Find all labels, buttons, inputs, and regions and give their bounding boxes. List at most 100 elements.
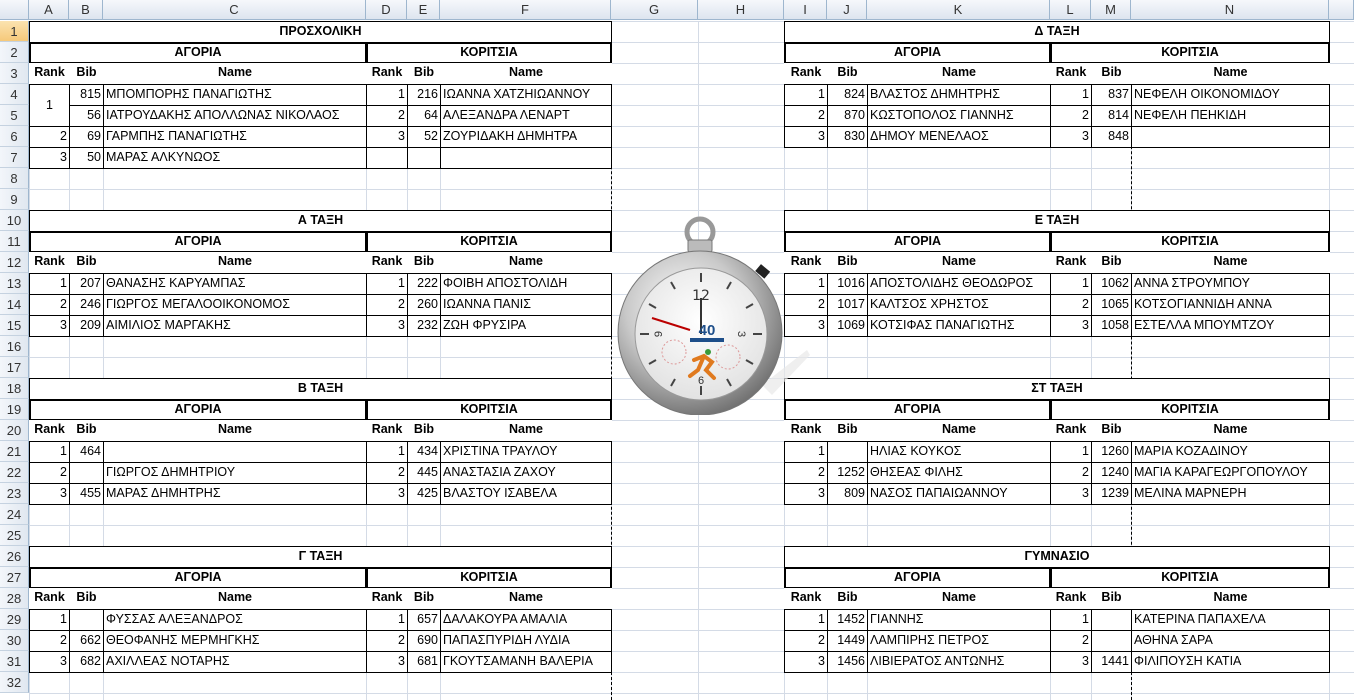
girls-bib[interactable]: 1062 bbox=[1091, 273, 1132, 295]
column-label-rank[interactable]: Rank bbox=[1050, 420, 1092, 442]
row-header-3[interactable]: 3 bbox=[0, 63, 29, 84]
column-label-bib[interactable]: Bib bbox=[69, 588, 104, 610]
girls-rank[interactable]: 2 bbox=[1050, 630, 1092, 652]
boys-name[interactable]: ΓΙΩΡΓΟΣ ΔΗΜΗΤΡΙΟΥ bbox=[103, 462, 367, 484]
boys-rank[interactable]: 3 bbox=[784, 483, 828, 505]
girls-rank[interactable]: 1 bbox=[366, 84, 408, 106]
column-label-rank[interactable]: Rank bbox=[29, 252, 70, 274]
girls-name[interactable]: ΑΛΕΞΑΝΔΡΑ ΛΕΝΑΡΤ bbox=[440, 105, 612, 127]
column-label-name[interactable]: Name bbox=[867, 63, 1051, 85]
boys-name[interactable]: ΑΙΜΙΛΙΟΣ ΜΑΡΓΑΚΗΣ bbox=[103, 315, 367, 337]
girls-name[interactable]: ΧΡΙΣΤΙΝΑ ΤΡΑΥΛΟΥ bbox=[440, 441, 612, 463]
girls-bib[interactable] bbox=[1091, 630, 1132, 652]
table-title[interactable]: ΓΥΜΝΑΣΙΟ bbox=[784, 546, 1330, 568]
boys-rank[interactable]: 3 bbox=[784, 651, 828, 673]
column-label-bib[interactable]: Bib bbox=[407, 420, 441, 442]
boys-bib[interactable]: 1017 bbox=[827, 294, 868, 316]
boys-name[interactable]: ΛΑΜΠΙΡΗΣ ΠΕΤΡΟΣ bbox=[867, 630, 1051, 652]
girls-bib[interactable]: 1058 bbox=[1091, 315, 1132, 337]
boys-header[interactable]: ΑΓΟΡΙΑ bbox=[784, 567, 1051, 589]
row-header-12[interactable]: 12 bbox=[0, 252, 29, 273]
row-header-25[interactable]: 25 bbox=[0, 525, 29, 546]
column-label-name[interactable]: Name bbox=[440, 588, 612, 610]
row-header-20[interactable]: 20 bbox=[0, 420, 29, 441]
girls-bib[interactable]: 232 bbox=[407, 315, 441, 337]
boys-rank[interactable]: 3 bbox=[784, 126, 828, 148]
column-label-bib[interactable]: Bib bbox=[1091, 588, 1132, 610]
row-header-8[interactable]: 8 bbox=[0, 168, 29, 189]
girls-bib[interactable]: 425 bbox=[407, 483, 441, 505]
girls-header[interactable]: ΚΟΡΙΤΣΙΑ bbox=[1050, 567, 1330, 589]
table-title[interactable]: Γ ΤΑΞΗ bbox=[29, 546, 612, 568]
girls-name[interactable]: ΜΑΡΙΑ ΚΟΖΑΔΙΝΟΥ bbox=[1131, 441, 1330, 463]
girls-name[interactable]: ΦΟΙΒΗ ΑΠΟΣΤΟΛΙΔΗ bbox=[440, 273, 612, 295]
boys-name[interactable] bbox=[103, 441, 367, 463]
select-all-button[interactable] bbox=[0, 0, 29, 20]
boys-header[interactable]: ΑΓΟΡΙΑ bbox=[29, 231, 367, 253]
boys-rank[interactable]: 2 bbox=[29, 630, 70, 652]
girls-header[interactable]: ΚΟΡΙΤΣΙΑ bbox=[1050, 231, 1330, 253]
girls-bib[interactable]: 1239 bbox=[1091, 483, 1132, 505]
column-label-bib[interactable]: Bib bbox=[827, 252, 868, 274]
boys-rank[interactable]: 2 bbox=[784, 105, 828, 127]
column-label-rank[interactable]: Rank bbox=[784, 420, 828, 442]
column-label-bib[interactable]: Bib bbox=[69, 252, 104, 274]
boys-bib[interactable]: 464 bbox=[69, 441, 104, 463]
girls-name[interactable]: ΜΕΛΙΝΑ ΜΑΡΝΕΡΗ bbox=[1131, 483, 1330, 505]
boys-rank[interactable]: 3 bbox=[784, 315, 828, 337]
girls-header[interactable]: ΚΟΡΙΤΣΙΑ bbox=[366, 399, 612, 421]
girls-name[interactable]: ΦΙΛΙΠΟΥΣΗ ΚΑΤΙΑ bbox=[1131, 651, 1330, 673]
girls-bib[interactable]: 216 bbox=[407, 84, 441, 106]
column-label-bib[interactable]: Bib bbox=[1091, 420, 1132, 442]
boys-bib[interactable] bbox=[69, 462, 104, 484]
boys-name[interactable]: ΔΗΜΟΥ ΜΕΝΕΛΑΟΣ bbox=[867, 126, 1051, 148]
girls-bib[interactable]: 814 bbox=[1091, 105, 1132, 127]
column-label-bib[interactable]: Bib bbox=[407, 63, 441, 85]
girls-name[interactable]: ΖΩΗ ΦΡΥΣΙΡΑ bbox=[440, 315, 612, 337]
column-label-bib[interactable]: Bib bbox=[827, 63, 868, 85]
girls-rank[interactable]: 1 bbox=[1050, 441, 1092, 463]
column-label-name[interactable]: Name bbox=[103, 63, 367, 85]
boys-rank[interactable]: 1 bbox=[29, 273, 70, 295]
girls-name[interactable]: ΚΑΤΕΡΙΝΑ ΠΑΠΑΧΕΛΑ bbox=[1131, 609, 1330, 631]
column-label-rank[interactable]: Rank bbox=[29, 63, 70, 85]
girls-rank[interactable]: 1 bbox=[366, 609, 408, 631]
boys-bib[interactable]: 1016 bbox=[827, 273, 868, 295]
girls-name[interactable]: ΑΝΑΣΤΑΣΙΑ ΖΑΧΟΥ bbox=[440, 462, 612, 484]
boys-rank[interactable]: 1 bbox=[784, 441, 828, 463]
girls-rank[interactable] bbox=[366, 147, 408, 169]
boys-rank[interactable]: 3 bbox=[29, 651, 70, 673]
boys-name[interactable]: ΑΠΟΣΤΟΛΙΔΗΣ ΘΕΟΔΩΡΟΣ bbox=[867, 273, 1051, 295]
table-title[interactable]: Β ΤΑΞΗ bbox=[29, 378, 612, 400]
column-label-rank[interactable]: Rank bbox=[29, 588, 70, 610]
girls-bib[interactable]: 837 bbox=[1091, 84, 1132, 106]
boys-name[interactable]: ΘΑΝΑΣΗΣ ΚΑΡΥΑΜΠΑΣ bbox=[103, 273, 367, 295]
girls-bib[interactable]: 1065 bbox=[1091, 294, 1132, 316]
boys-bib[interactable]: 69 bbox=[69, 126, 104, 148]
column-header-J[interactable]: J bbox=[827, 0, 867, 20]
row-header-11[interactable]: 11 bbox=[0, 231, 29, 252]
boys-header[interactable]: ΑΓΟΡΙΑ bbox=[784, 399, 1051, 421]
girls-rank[interactable]: 3 bbox=[1050, 315, 1092, 337]
girls-header[interactable]: ΚΟΡΙΤΣΙΑ bbox=[1050, 42, 1330, 64]
boys-bib[interactable]: 870 bbox=[827, 105, 868, 127]
column-header-E[interactable]: E bbox=[407, 0, 440, 20]
boys-header[interactable]: ΑΓΟΡΙΑ bbox=[784, 42, 1051, 64]
girls-bib[interactable]: 681 bbox=[407, 651, 441, 673]
column-label-name[interactable]: Name bbox=[1131, 420, 1330, 442]
boys-rank[interactable]: 2 bbox=[784, 630, 828, 652]
boys-bib[interactable]: 1069 bbox=[827, 315, 868, 337]
girls-rank[interactable]: 1 bbox=[1050, 273, 1092, 295]
boys-name[interactable]: ΒΛΑΣΤΟΣ ΔΗΜΗΤΡΗΣ bbox=[867, 84, 1051, 106]
row-header-24[interactable]: 24 bbox=[0, 504, 29, 525]
table-title[interactable]: Δ ΤΑΞΗ bbox=[784, 21, 1330, 43]
column-label-rank[interactable]: Rank bbox=[366, 252, 408, 274]
boys-bib[interactable]: 207 bbox=[69, 273, 104, 295]
boys-name[interactable]: ΑΧΙΛΛΕΑΣ ΝΟΤΑΡΗΣ bbox=[103, 651, 367, 673]
row-header-30[interactable]: 30 bbox=[0, 630, 29, 651]
column-label-bib[interactable]: Bib bbox=[407, 588, 441, 610]
girls-header[interactable]: ΚΟΡΙΤΣΙΑ bbox=[366, 42, 612, 64]
girls-name[interactable]: ΑΝΝΑ ΣΤΡΟΥΜΠΟΥ bbox=[1131, 273, 1330, 295]
row-header-7[interactable]: 7 bbox=[0, 147, 29, 168]
girls-rank[interactable]: 1 bbox=[1050, 84, 1092, 106]
